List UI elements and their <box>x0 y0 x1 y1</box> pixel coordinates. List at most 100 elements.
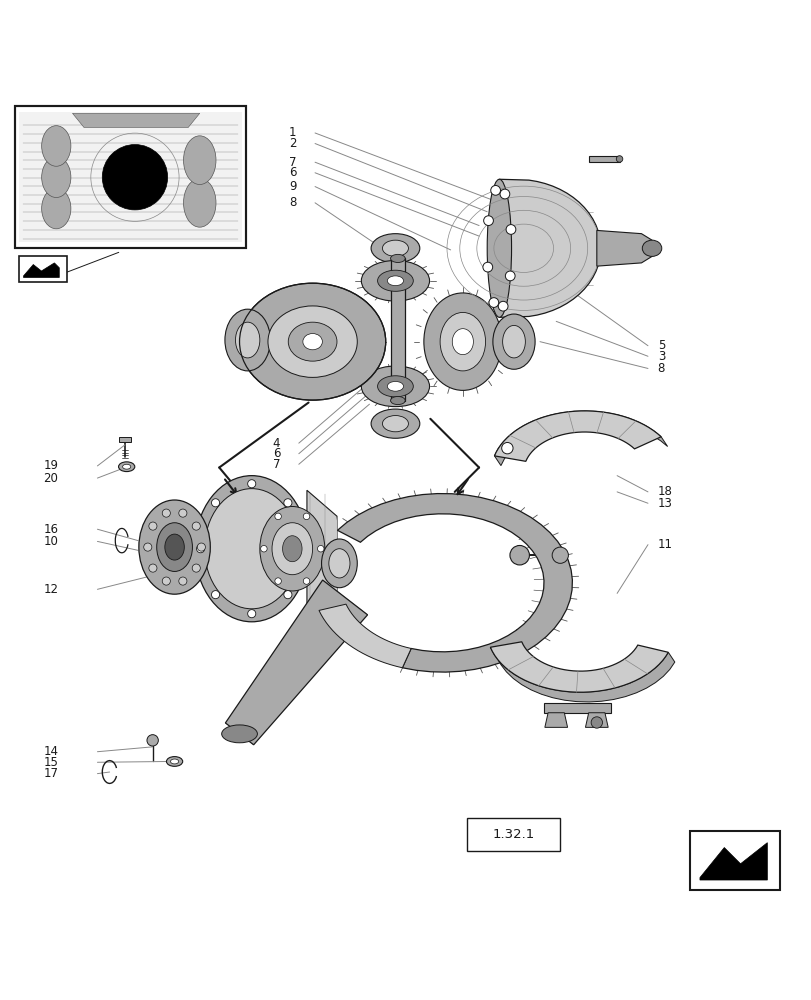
Text: 6: 6 <box>272 447 280 460</box>
Text: 7: 7 <box>272 458 280 471</box>
Ellipse shape <box>195 476 308 622</box>
Circle shape <box>303 578 309 584</box>
Text: 19: 19 <box>44 459 58 472</box>
Polygon shape <box>543 703 611 713</box>
Text: 10: 10 <box>44 535 58 548</box>
Ellipse shape <box>382 240 408 256</box>
Circle shape <box>317 545 324 552</box>
Ellipse shape <box>321 539 357 588</box>
Polygon shape <box>494 411 667 466</box>
Circle shape <box>192 522 200 530</box>
Ellipse shape <box>41 126 71 166</box>
Ellipse shape <box>183 178 216 227</box>
Ellipse shape <box>239 283 385 400</box>
Ellipse shape <box>183 136 216 185</box>
Circle shape <box>211 499 219 507</box>
Ellipse shape <box>235 322 260 358</box>
Polygon shape <box>225 580 367 745</box>
Circle shape <box>178 577 187 585</box>
Circle shape <box>501 442 513 454</box>
Circle shape <box>211 591 219 599</box>
Text: 8: 8 <box>657 362 664 375</box>
Circle shape <box>500 189 509 199</box>
Ellipse shape <box>440 312 485 371</box>
Ellipse shape <box>165 534 184 560</box>
Text: 2: 2 <box>289 137 296 150</box>
Text: 3: 3 <box>657 350 664 363</box>
Circle shape <box>483 216 493 226</box>
Text: 8: 8 <box>289 196 296 209</box>
Ellipse shape <box>361 366 429 407</box>
Bar <box>19 112 242 242</box>
Circle shape <box>144 543 152 551</box>
Ellipse shape <box>268 306 357 377</box>
Text: 17: 17 <box>44 767 58 780</box>
Circle shape <box>298 545 307 553</box>
Bar <box>689 831 779 890</box>
Text: 15: 15 <box>44 756 58 769</box>
Ellipse shape <box>387 381 403 391</box>
Ellipse shape <box>139 500 210 594</box>
Ellipse shape <box>118 462 135 472</box>
Ellipse shape <box>390 254 405 262</box>
Ellipse shape <box>282 536 302 562</box>
Ellipse shape <box>122 464 131 469</box>
Ellipse shape <box>204 489 298 609</box>
Polygon shape <box>699 843 766 880</box>
Circle shape <box>284 499 292 507</box>
Circle shape <box>178 509 187 517</box>
Ellipse shape <box>423 293 501 390</box>
Circle shape <box>490 185 500 195</box>
Ellipse shape <box>166 757 182 766</box>
Ellipse shape <box>221 725 257 743</box>
Polygon shape <box>119 437 131 442</box>
Polygon shape <box>585 713 607 727</box>
Ellipse shape <box>272 523 312 575</box>
Circle shape <box>102 145 167 210</box>
Circle shape <box>590 717 602 728</box>
Polygon shape <box>307 490 337 649</box>
Circle shape <box>196 545 204 553</box>
Circle shape <box>147 735 158 746</box>
Polygon shape <box>322 516 367 649</box>
Ellipse shape <box>361 260 429 301</box>
Text: 6: 6 <box>289 166 296 179</box>
Bar <box>15 106 246 248</box>
Ellipse shape <box>41 188 71 229</box>
Circle shape <box>504 271 514 281</box>
Ellipse shape <box>377 270 413 291</box>
Polygon shape <box>494 411 660 461</box>
Circle shape <box>483 262 492 272</box>
Ellipse shape <box>157 523 192 571</box>
Ellipse shape <box>502 325 525 358</box>
Circle shape <box>509 545 529 565</box>
Ellipse shape <box>260 506 324 591</box>
Polygon shape <box>390 258 405 401</box>
Polygon shape <box>24 263 59 278</box>
Text: 1.32.1: 1.32.1 <box>491 828 534 841</box>
Polygon shape <box>337 494 572 672</box>
Text: 13: 13 <box>657 497 672 510</box>
Circle shape <box>148 522 157 530</box>
Circle shape <box>197 543 205 551</box>
Text: 1: 1 <box>289 126 296 139</box>
Circle shape <box>303 513 309 520</box>
Circle shape <box>274 578 281 584</box>
Circle shape <box>274 513 281 520</box>
Circle shape <box>284 591 292 599</box>
Circle shape <box>488 298 498 307</box>
Circle shape <box>247 480 255 488</box>
Circle shape <box>162 577 170 585</box>
Ellipse shape <box>225 309 270 371</box>
Bar <box>15 106 246 248</box>
Circle shape <box>260 545 267 552</box>
Circle shape <box>551 547 568 563</box>
Circle shape <box>505 225 515 234</box>
Polygon shape <box>490 642 667 692</box>
Text: 11: 11 <box>657 538 672 551</box>
Circle shape <box>162 509 170 517</box>
Ellipse shape <box>170 759 178 764</box>
Ellipse shape <box>642 240 661 256</box>
Ellipse shape <box>303 334 322 350</box>
Ellipse shape <box>616 156 622 162</box>
